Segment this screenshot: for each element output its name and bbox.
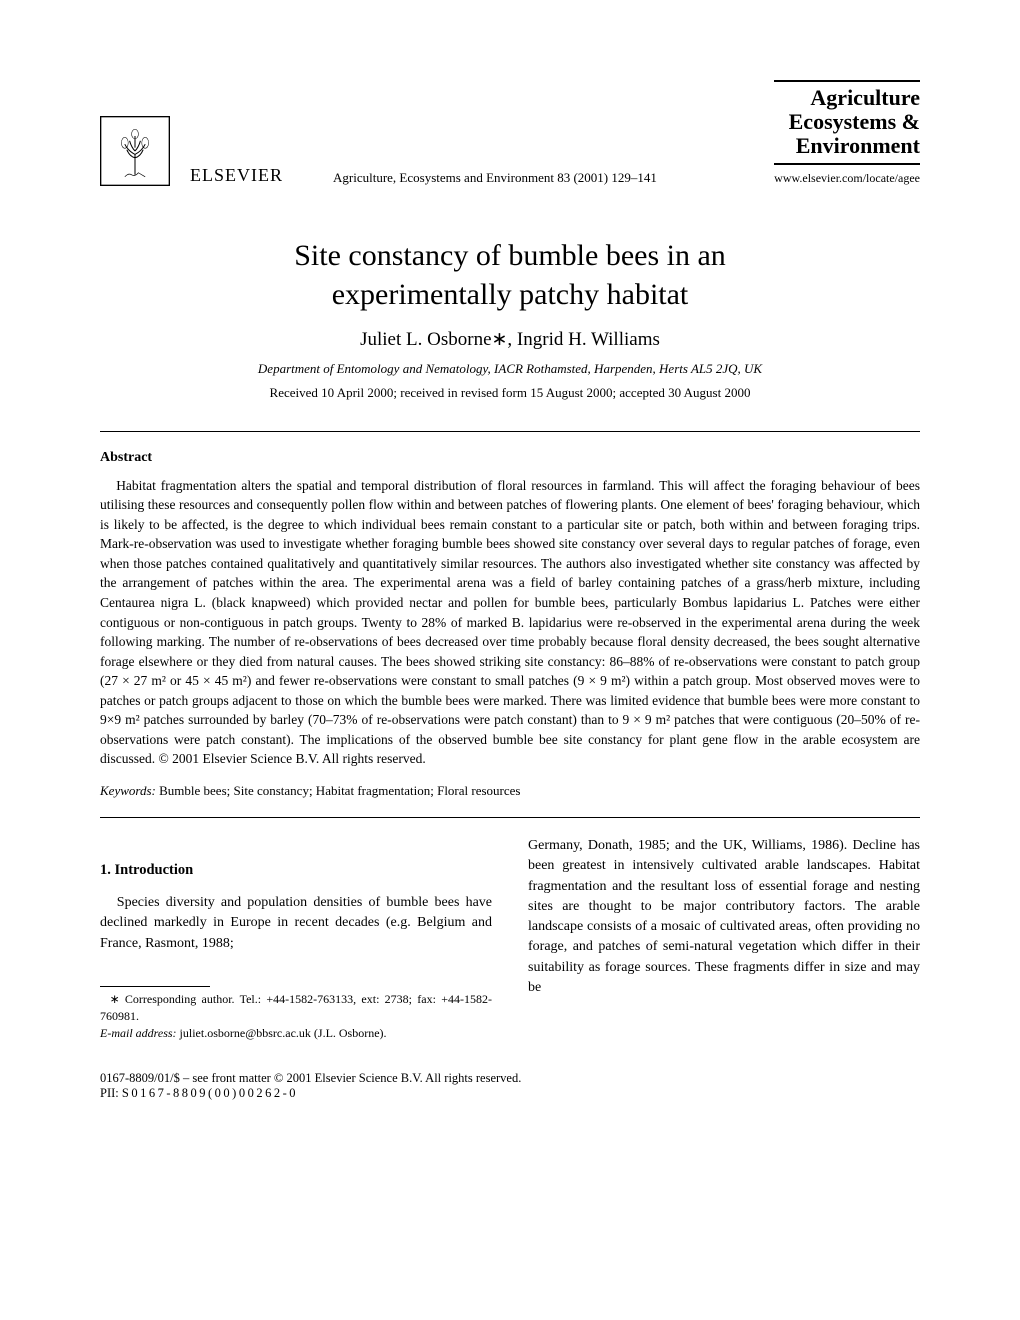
article-dates: Received 10 April 2000; received in revi… (100, 385, 920, 401)
pii-line: PII: S0167-8809(00)00262-0 (100, 1086, 920, 1101)
email-address: juliet.osborne@bbsrc.ac.uk (J.L. Osborne… (177, 1026, 387, 1040)
keywords-label: Keywords: (100, 783, 156, 798)
page-header: ELSEVIER Agriculture, Ecosystems and Env… (100, 80, 920, 186)
journal-url: www.elsevier.com/locate/agee (774, 171, 920, 186)
journal-citation: Agriculture, Ecosystems and Environment … (333, 170, 657, 186)
journal-logo-block: Agriculture Ecosystems & Environment www… (774, 80, 920, 186)
body-paragraph: Germany, Donath, 1985; and the UK, Willi… (528, 836, 920, 998)
divider (100, 431, 920, 432)
title-line: experimentally patchy habitat (100, 275, 920, 314)
section-heading: 1. Introduction (100, 860, 492, 881)
article-title: Site constancy of bumble bees in an expe… (100, 236, 920, 314)
abstract-heading: Abstract (100, 450, 920, 466)
email-label: E-mail address: (100, 1026, 177, 1040)
body-paragraph: Species diversity and population densiti… (100, 893, 492, 954)
pii-code: S0167-8809(00)00262-0 (122, 1086, 298, 1100)
divider (100, 817, 920, 818)
publisher-name: ELSEVIER (190, 165, 283, 186)
publisher-block: ELSEVIER Agriculture, Ecosystems and Env… (100, 116, 657, 186)
corresponding-author-footnote: ∗ Corresponding author. Tel.: +44-1582-7… (100, 991, 492, 1025)
footer-matter: 0167-8809/01/$ – see front matter © 2001… (100, 1071, 920, 1101)
elsevier-tree-logo (100, 116, 170, 186)
footnote-rule (100, 986, 210, 987)
journal-logo: Agriculture Ecosystems & Environment (774, 80, 920, 165)
body-columns: 1. Introduction Species diversity and po… (100, 836, 920, 1041)
title-line: Site constancy of bumble bees in an (100, 236, 920, 275)
keywords: Keywords: Bumble bees; Site constancy; H… (100, 783, 920, 799)
left-column: 1. Introduction Species diversity and po… (100, 836, 492, 1041)
abstract-body: Habitat fragmentation alters the spatial… (100, 476, 920, 769)
authors: Juliet L. Osborne∗, Ingrid H. Williams (100, 328, 920, 351)
affiliation: Department of Entomology and Nematology,… (100, 361, 920, 377)
journal-logo-line: Environment (774, 134, 920, 158)
email-footnote: E-mail address: juliet.osborne@bbsrc.ac.… (100, 1025, 492, 1042)
journal-logo-line: Agriculture (774, 86, 920, 110)
keywords-text: Bumble bees; Site constancy; Habitat fra… (156, 783, 521, 798)
right-column: Germany, Donath, 1985; and the UK, Willi… (528, 836, 920, 1041)
copyright-line: 0167-8809/01/$ – see front matter © 2001… (100, 1071, 920, 1086)
journal-logo-line: Ecosystems & (774, 110, 920, 134)
